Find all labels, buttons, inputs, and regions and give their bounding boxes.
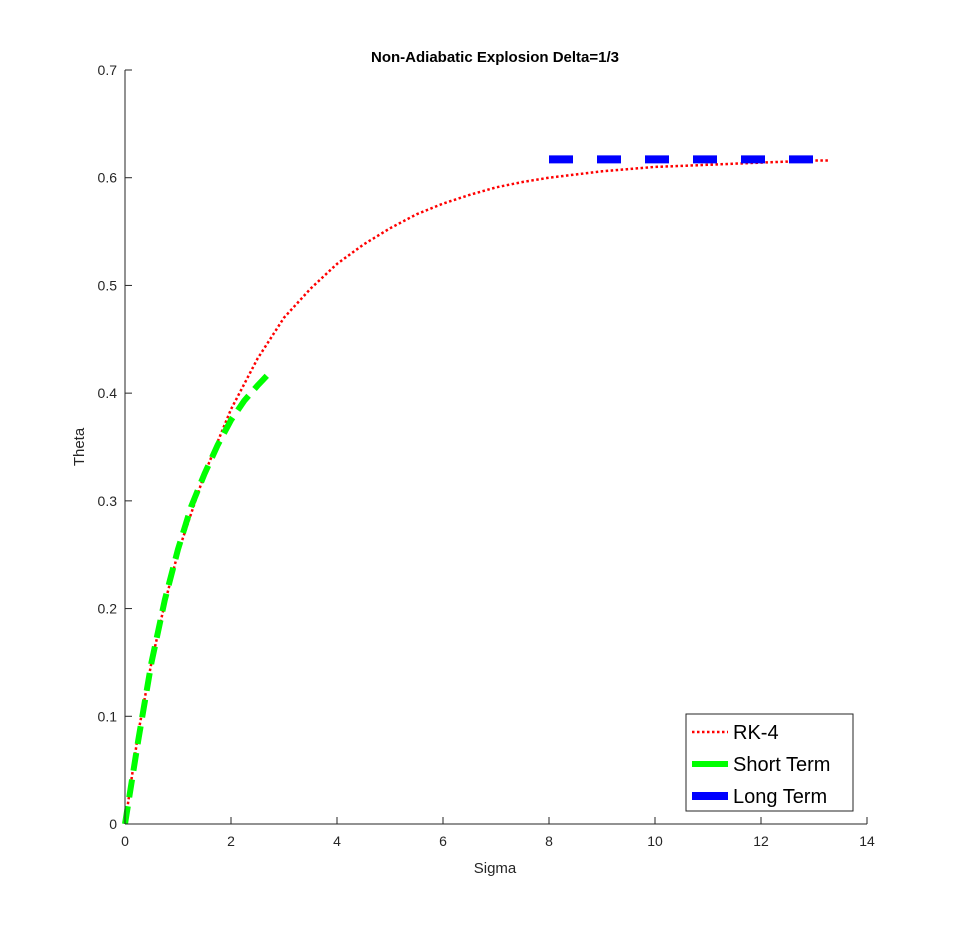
x-tick-label: 8 <box>545 833 553 849</box>
legend-entry: Long Term <box>733 786 827 808</box>
axes: 0 2 4 6 8 10 12 14 0 0.1 0.2 0.3 0.4 0.5 0.6 0.7 <box>98 62 875 849</box>
y-axis-label: Theta <box>71 427 88 466</box>
series-line-short-term <box>122 369 273 825</box>
x-tick-label: 6 <box>439 833 447 849</box>
y-tick-label: 0.6 <box>98 170 118 186</box>
y-tick-label: 0.3 <box>98 493 118 509</box>
x-tick-label: 10 <box>647 833 663 849</box>
legend: RK-4 Short Term Long Term <box>685 713 854 812</box>
chart-title: Non-Adiabatic Explosion Delta=1/3 <box>371 49 619 66</box>
legend-entry: RK-4 <box>733 722 779 744</box>
x-tick-label: 0 <box>121 833 129 849</box>
x-tick-label: 4 <box>333 833 341 849</box>
y-tick-label: 0.1 <box>98 708 118 724</box>
series-line-rk-4 <box>123 159 830 825</box>
x-tick-label: 14 <box>859 833 875 849</box>
plot-area <box>122 155 830 825</box>
x-axis-label: Sigma <box>474 860 517 877</box>
x-tick-label: 12 <box>753 833 769 849</box>
x-tick-label: 2 <box>227 833 235 849</box>
y-tick-label: 0.4 <box>98 385 118 401</box>
y-tick-label: 0 <box>109 816 117 832</box>
y-tick-label: 0.7 <box>98 62 118 78</box>
y-tick-label: 0.5 <box>98 277 118 293</box>
legend-entry: Short Term <box>733 754 830 776</box>
y-tick-label: 0.2 <box>98 601 118 617</box>
